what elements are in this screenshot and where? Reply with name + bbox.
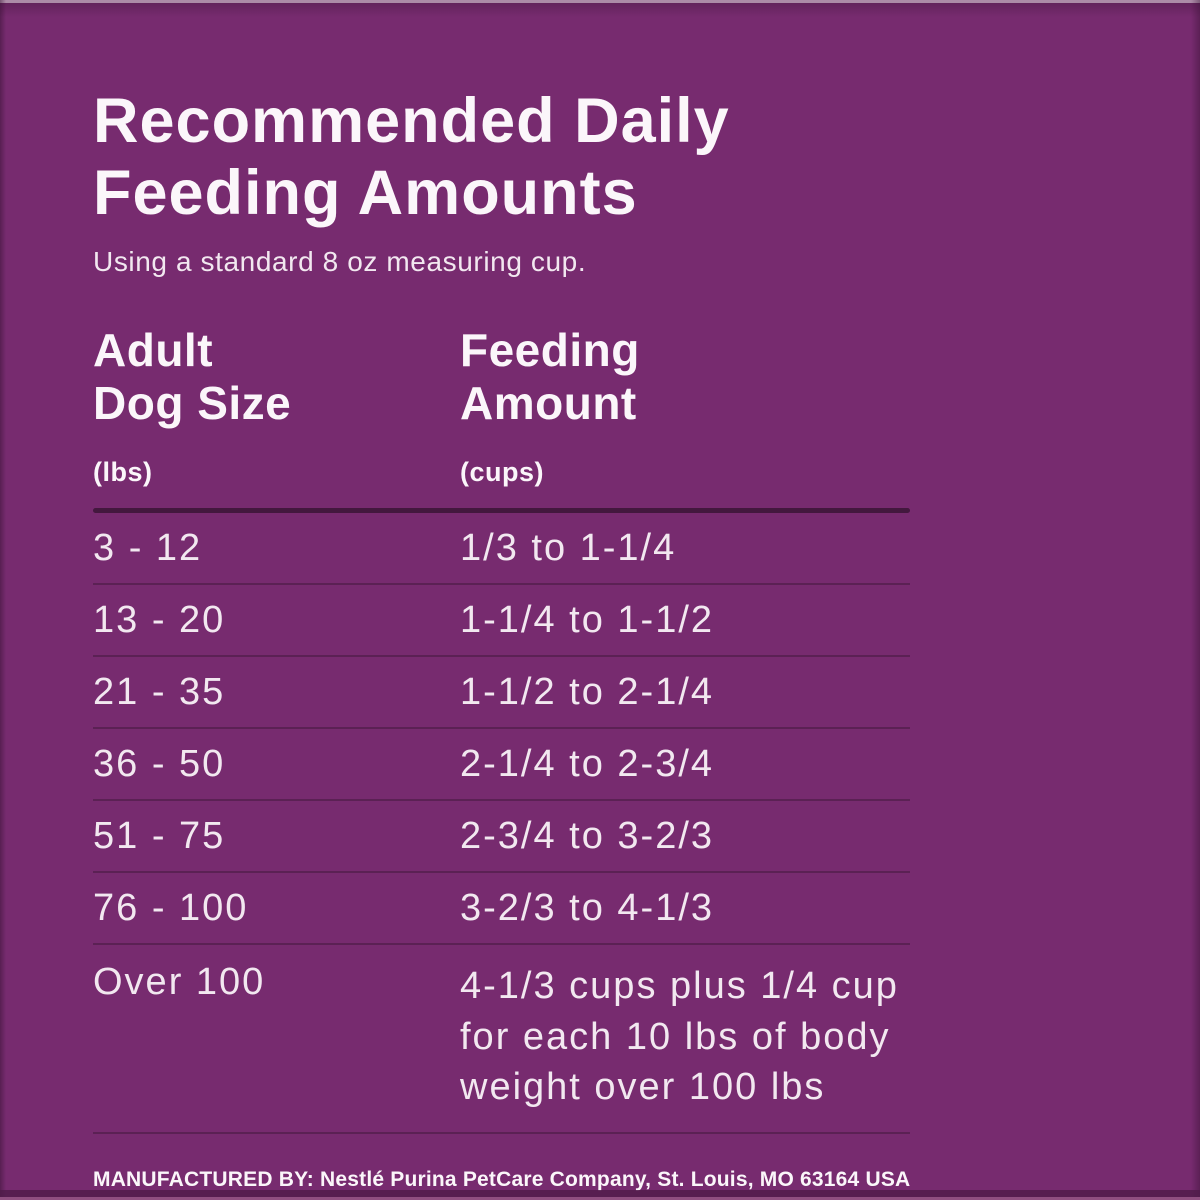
dog-size-value: 51 - 75 <box>93 814 226 857</box>
feeding-amount-header-label: Feeding Amount <box>460 324 827 431</box>
dog-size-header-line-1: Adult <box>93 323 214 376</box>
table-row: 51 - 75 2-3/4 to 3-2/3 <box>93 801 910 874</box>
table-column-headers: Adult Dog Size (lbs) Feeding Amount (cup… <box>93 324 1010 489</box>
dog-size-value: 3 - 12 <box>93 526 203 569</box>
dog-size-value: Over 100 <box>93 961 266 1004</box>
manufacturer-note: MANUFACTURED BY: Nestlé Purina PetCare C… <box>93 1167 911 1191</box>
feeding-amount-value: 2-1/4 to 2-3/4 <box>460 742 715 785</box>
page-title-line-2: Feeding Amounts <box>93 157 638 228</box>
table-row: 21 - 35 1-1/2 to 2-1/4 <box>93 657 910 730</box>
dog-size-header-line-2: Dog Size <box>93 376 292 429</box>
dog-size-value: 21 - 35 <box>93 670 226 713</box>
feeding-amount-value: 3-2/3 to 4-1/3 <box>460 886 715 929</box>
feeding-amount-value: 1/3 to 1-1/4 <box>460 526 677 569</box>
dog-size-value: 76 - 100 <box>93 886 249 929</box>
feeding-amount-value: 2-3/4 to 3-2/3 <box>460 814 715 857</box>
dog-size-value: 13 - 20 <box>93 598 226 641</box>
page-title: Recommended Daily Feeding Amounts <box>93 86 1010 230</box>
photo-edge-bottom-line <box>0 1197 1200 1200</box>
table-row: 3 - 12 1/3 to 1-1/4 <box>93 513 910 586</box>
page-title-line-1: Recommended Daily <box>93 86 730 156</box>
feeding-amount-header-line-1: Feeding <box>460 323 640 376</box>
photo-edge-left <box>0 0 6 1200</box>
photo-edge-top-shadow <box>0 3 1200 17</box>
table-row: 36 - 50 2-1/4 to 2-3/4 <box>93 729 910 802</box>
feeding-amount-value: 4-1/3 cups plus 1/4 cup for each 10 lbs … <box>460 965 899 1108</box>
photo-edge-bottom <box>0 1190 1200 1197</box>
photo-edge-top <box>0 0 1200 3</box>
column-header-dog-size: Adult Dog Size (lbs) <box>93 324 460 489</box>
table-row: Over 100 4-1/3 cups plus 1/4 cup for eac… <box>93 945 910 1134</box>
header-divider <box>93 508 910 514</box>
feeding-amount-value: 1-1/4 to 1-1/2 <box>460 598 715 641</box>
dog-size-unit: (lbs) <box>93 457 153 488</box>
feeding-amount-unit: (cups) <box>460 457 544 488</box>
table-row: 13 - 20 1-1/4 to 1-1/2 <box>93 585 910 658</box>
column-header-feeding-amount: Feeding Amount (cups) <box>460 324 827 489</box>
feeding-table: 3 - 12 1/3 to 1-1/4 13 - 20 1-1/4 to 1-1… <box>93 513 910 1134</box>
table-row: 76 - 100 3-2/3 to 4-1/3 <box>93 873 910 946</box>
dog-size-header-label: Adult Dog Size <box>93 324 460 431</box>
subtitle: Using a standard 8 oz measuring cup. <box>93 245 587 277</box>
dog-size-value: 36 - 50 <box>93 742 226 785</box>
feeding-amount-value: 1-1/2 to 2-1/4 <box>460 670 715 713</box>
feeding-amount-header-line-2: Amount <box>460 376 637 429</box>
photo-edge-right <box>1191 0 1200 1200</box>
label-content: Recommended Daily Feeding Amounts Using … <box>93 86 1010 1191</box>
